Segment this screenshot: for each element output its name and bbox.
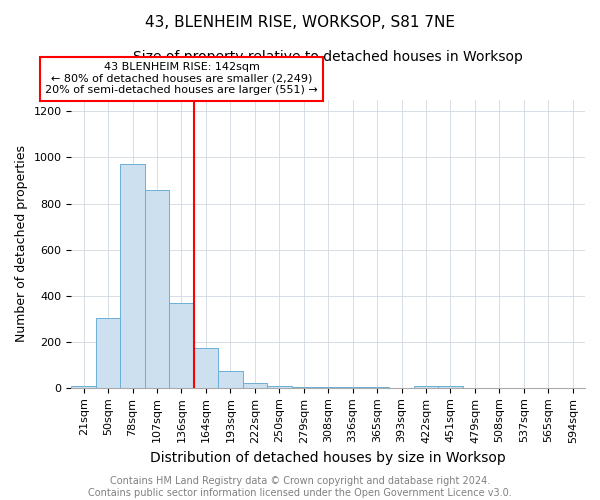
Bar: [365, 387, 389, 388]
Bar: [316, 387, 340, 388]
Bar: [121, 164, 145, 388]
X-axis label: Distribution of detached houses by size in Worksop: Distribution of detached houses by size …: [151, 451, 506, 465]
Bar: [169, 302, 194, 388]
Bar: [218, 370, 242, 388]
Bar: [340, 387, 365, 388]
Bar: [267, 386, 292, 388]
Text: 43, BLENHEIM RISE, WORKSOP, S81 7NE: 43, BLENHEIM RISE, WORKSOP, S81 7NE: [145, 15, 455, 30]
Text: 43 BLENHEIM RISE: 142sqm
← 80% of detached houses are smaller (2,249)
20% of sem: 43 BLENHEIM RISE: 142sqm ← 80% of detach…: [45, 62, 318, 96]
Bar: [71, 386, 96, 388]
Bar: [96, 318, 121, 388]
Text: Contains HM Land Registry data © Crown copyright and database right 2024.
Contai: Contains HM Land Registry data © Crown c…: [88, 476, 512, 498]
Bar: [438, 386, 463, 388]
Bar: [145, 190, 169, 388]
Bar: [292, 387, 316, 388]
Bar: [242, 383, 267, 388]
Title: Size of property relative to detached houses in Worksop: Size of property relative to detached ho…: [133, 50, 523, 64]
Bar: [194, 348, 218, 388]
Bar: [414, 386, 438, 388]
Y-axis label: Number of detached properties: Number of detached properties: [15, 146, 28, 342]
